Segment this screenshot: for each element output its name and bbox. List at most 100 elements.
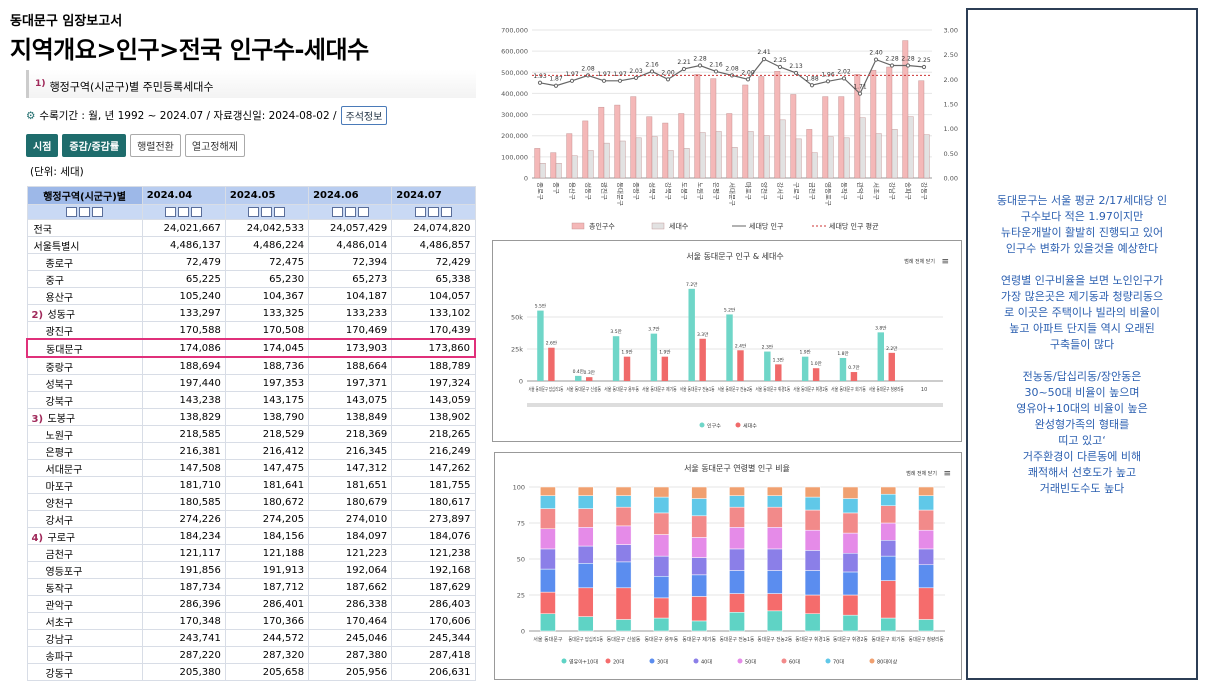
cell-text: 181,651 [345,479,388,491]
x-tick-label: 강북구 [664,182,673,200]
bar-segment [842,552,859,573]
cell-text: 용산구 [45,292,74,304]
table-cell: 180,585 [141,493,226,511]
x-tick-label: 동작구 [840,182,849,200]
toolbar-button[interactable]: 시점 [26,134,59,157]
data-label: 2.6만 [546,340,557,347]
line-point [873,57,879,62]
cell-text: 205,658 [262,666,305,678]
bar-segment [653,512,670,535]
table-cell: 133,102 [391,304,476,322]
cell-text: 188,736 [262,360,305,372]
cell-text: 244,572 [262,632,305,644]
column-header: 2024.06 [308,186,393,205]
x-tick-label: 구로구 [792,182,800,200]
table-row: 강서구 274,226 274,205 274,010 273,897 [26,510,476,528]
y-tick-label: 50 [517,556,525,564]
table-cell: 188,664 [308,356,393,375]
table-cell: 동대문구 [25,338,143,358]
toolbar-button[interactable]: 증감/증감률 [62,134,127,157]
x-tick-label: 동대문구 [616,182,624,206]
legend-label: 세대당 인구 평균 [829,222,879,231]
cell-text: 관악구 [45,600,74,612]
table-cell: 191,856 [141,561,226,579]
table-cell: 188,736 [224,356,310,375]
cell-text: 218,585 [179,428,221,440]
bar-segment [653,617,670,632]
legend-label: 80대이상 [877,659,898,666]
table-cell: 종로구 [26,253,143,271]
bar-segment [540,548,556,570]
data-label: 2.13 [789,63,803,70]
note-line: 뉴타운개발이 활발히 진행되고 있어 [1000,226,1164,239]
table-cell: 24,042,533 [224,219,310,237]
bar-segment [615,495,632,508]
line-point [825,79,831,84]
y-tick-label: 50k [511,314,523,322]
table-cell: 170,606 [391,612,476,630]
table-cell: 4,486,857 [391,236,476,254]
menu-icon: ≡ [941,257,949,267]
note-line: 30~50대 비율이 높으며 [1024,386,1140,399]
bar-segment [577,527,594,547]
table-cell: 180,617 [391,493,476,511]
bar-segment [577,508,594,528]
cell-text: 133,102 [429,307,471,319]
header-row: 행정구역(시군구)별 2024.04 2024.05 2024.06 2024.07 [26,186,476,205]
table-cell: 65,338 [391,270,476,288]
sort-icon [427,206,439,217]
section-title: 행정구역(시군구)별 주민등록세대수 [49,80,214,94]
bar-segment [729,527,745,550]
cell-text: 173,903 [345,342,388,354]
bar [537,310,544,381]
bar [661,356,669,381]
bar [801,356,809,381]
legend-swatch [605,658,611,664]
cell-text: 송파구 [45,651,74,663]
cell-text: 192,064 [345,564,388,576]
cell-text: 287,220 [179,649,221,661]
line-point [681,66,687,72]
bar [795,138,802,179]
cell-text: 286,403 [429,598,471,610]
table-cell: 170,508 [224,321,310,340]
bar-segment [842,571,859,596]
x-tick-label: 송파구 [904,182,913,200]
legend-swatch [693,658,699,664]
y-tick-label: 0 [524,175,528,183]
sort-cell [308,204,393,220]
y-tick-label: 100,000 [501,153,528,161]
bar-segment [540,486,556,496]
bar-segment [804,550,821,571]
data-label: 1.3만 [773,356,784,363]
bar [678,113,685,179]
line-point [617,78,623,83]
bar [575,375,582,381]
data-label: 3.3만 [697,331,708,338]
bar-segment [918,564,934,589]
data-label: 1.8만 [837,350,848,357]
toolbar-button[interactable]: 행렬전환 [130,134,181,157]
line-point [841,76,847,81]
sort-cell [141,204,226,220]
cell-text: 마포구 [45,481,74,493]
cell-text: 105,240 [179,290,221,302]
bar-segment [804,570,821,596]
note-button[interactable]: 주석정보 [340,106,388,125]
bar [662,122,669,179]
line-point [665,77,671,82]
note-line: 인구수 변화가 있을것을 예상한다 [1005,242,1159,255]
bar-segment [918,529,934,550]
table-cell: 181,641 [224,476,310,494]
table-cell: 138,790 [224,408,310,426]
bar [758,76,765,179]
bar-segment [880,486,897,495]
table-cell: 133,297 [141,304,226,322]
cell-text: 24,042,533 [246,222,305,234]
data-label: 5.2만 [724,306,735,313]
bar [806,129,813,179]
data-label: 5.5만 [535,303,546,310]
toolbar-button[interactable]: 열고정해제 [184,134,245,157]
cell-text: 216,345 [345,445,388,457]
